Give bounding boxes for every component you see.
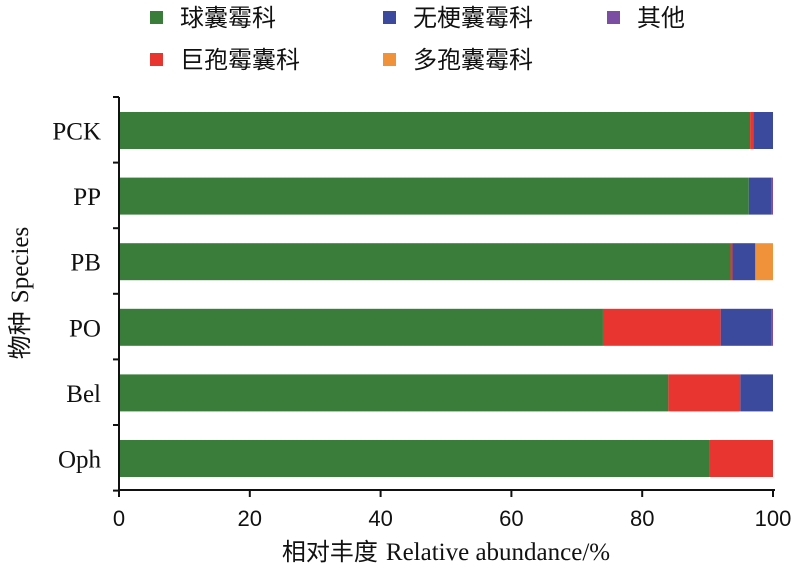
bar-segment-pp-series-4 xyxy=(771,177,773,215)
category-label: PCK xyxy=(52,119,101,146)
bar-segment-oph-series-0 xyxy=(119,440,710,477)
bar-segment-oph-series-1 xyxy=(709,440,773,477)
x-tick-label: 60 xyxy=(499,506,523,531)
x-tick-label: 100 xyxy=(755,506,792,531)
category-label: Bel xyxy=(66,381,101,408)
bar-segment-bel-series-2 xyxy=(740,374,773,412)
x-tick-label: 0 xyxy=(113,506,125,531)
legend-swatch xyxy=(150,11,163,24)
category-label: PB xyxy=(70,250,101,277)
bar-segment-pp-series-2 xyxy=(748,177,772,215)
bar-segment-pck-series-2 xyxy=(753,112,773,149)
legend-swatch xyxy=(607,11,620,24)
bar-segment-po-series-4 xyxy=(771,308,773,346)
bars xyxy=(119,112,773,477)
legend-label: 巨孢霉囊科 xyxy=(180,46,300,74)
bar-segment-pck-series-1 xyxy=(750,112,754,149)
x-tick-label: 40 xyxy=(368,506,392,531)
bar-segment-pb-series-3 xyxy=(755,243,773,281)
bar-segment-po-series-2 xyxy=(720,308,772,346)
category-label: PO xyxy=(69,315,101,342)
legend-swatch xyxy=(383,53,396,66)
legend-label: 多孢囊霉科 xyxy=(413,46,533,74)
x-axis-title-en: Relative abundance/% xyxy=(386,539,610,566)
x-ticks: 0 20 40 60 80 100 xyxy=(113,490,791,531)
x-tick-label: 20 xyxy=(238,506,262,531)
bar-segment-po-series-1 xyxy=(602,308,721,346)
y-axis-title: 物种 Species xyxy=(6,227,34,359)
x-axis-title: 相对丰度 Relative abundance/% xyxy=(282,538,610,566)
legend-swatch xyxy=(150,53,163,66)
bar-segment-bel-series-1 xyxy=(668,374,741,412)
bar-segment-pb-series-0 xyxy=(119,243,731,281)
category-labels: PCK PP PB PO Bel Oph xyxy=(52,119,101,474)
axes xyxy=(113,96,775,492)
bar-segment-bel-series-0 xyxy=(119,374,669,412)
y-axis-title-en: Species xyxy=(7,227,34,303)
legend-swatch xyxy=(383,11,396,24)
bar-segment-po-series-0 xyxy=(119,308,603,346)
y-axis-title-cn: 物种 xyxy=(6,311,34,359)
legend-label: 其他 xyxy=(637,4,685,32)
x-tick-label: 80 xyxy=(630,506,654,531)
bar-segment-pb-series-1 xyxy=(730,243,733,281)
legend-label: 无梗囊霉科 xyxy=(413,4,533,32)
category-label: PP xyxy=(73,184,101,211)
category-label: Oph xyxy=(58,447,102,474)
legend-label: 球囊霉科 xyxy=(180,4,276,32)
x-axis-title-cn: 相对丰度 xyxy=(282,538,378,566)
bar-segment-pb-series-2 xyxy=(732,243,756,281)
bar-segment-pck-series-0 xyxy=(119,112,751,149)
bar-segment-pp-series-0 xyxy=(119,177,749,215)
